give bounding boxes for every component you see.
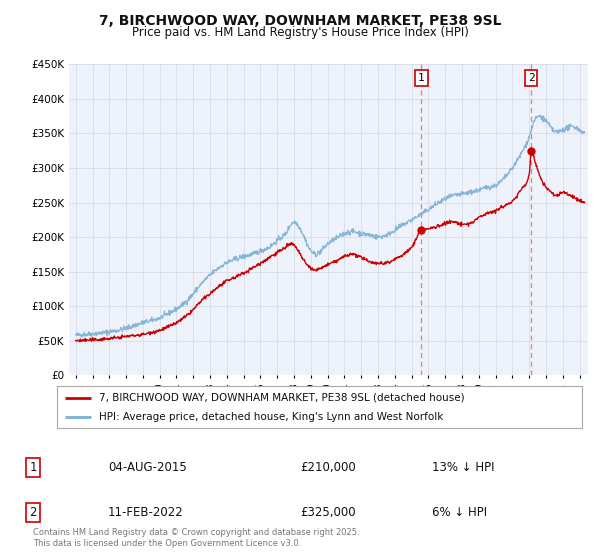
Text: HPI: Average price, detached house, King's Lynn and West Norfolk: HPI: Average price, detached house, King… (99, 412, 443, 422)
Text: 7, BIRCHWOOD WAY, DOWNHAM MARKET, PE38 9SL: 7, BIRCHWOOD WAY, DOWNHAM MARKET, PE38 9… (99, 14, 501, 28)
Text: 1: 1 (29, 461, 37, 474)
Text: 11-FEB-2022: 11-FEB-2022 (108, 506, 184, 519)
Text: 13% ↓ HPI: 13% ↓ HPI (432, 461, 494, 474)
Text: £210,000: £210,000 (300, 461, 356, 474)
Text: £325,000: £325,000 (300, 506, 356, 519)
Text: 1: 1 (418, 73, 425, 83)
Text: 6% ↓ HPI: 6% ↓ HPI (432, 506, 487, 519)
Text: 7, BIRCHWOOD WAY, DOWNHAM MARKET, PE38 9SL (detached house): 7, BIRCHWOOD WAY, DOWNHAM MARKET, PE38 9… (99, 393, 464, 403)
Text: Contains HM Land Registry data © Crown copyright and database right 2025.
This d: Contains HM Land Registry data © Crown c… (33, 528, 359, 548)
Text: 04-AUG-2015: 04-AUG-2015 (108, 461, 187, 474)
Text: 2: 2 (528, 73, 535, 83)
Text: 2: 2 (29, 506, 37, 519)
Text: Price paid vs. HM Land Registry's House Price Index (HPI): Price paid vs. HM Land Registry's House … (131, 26, 469, 39)
